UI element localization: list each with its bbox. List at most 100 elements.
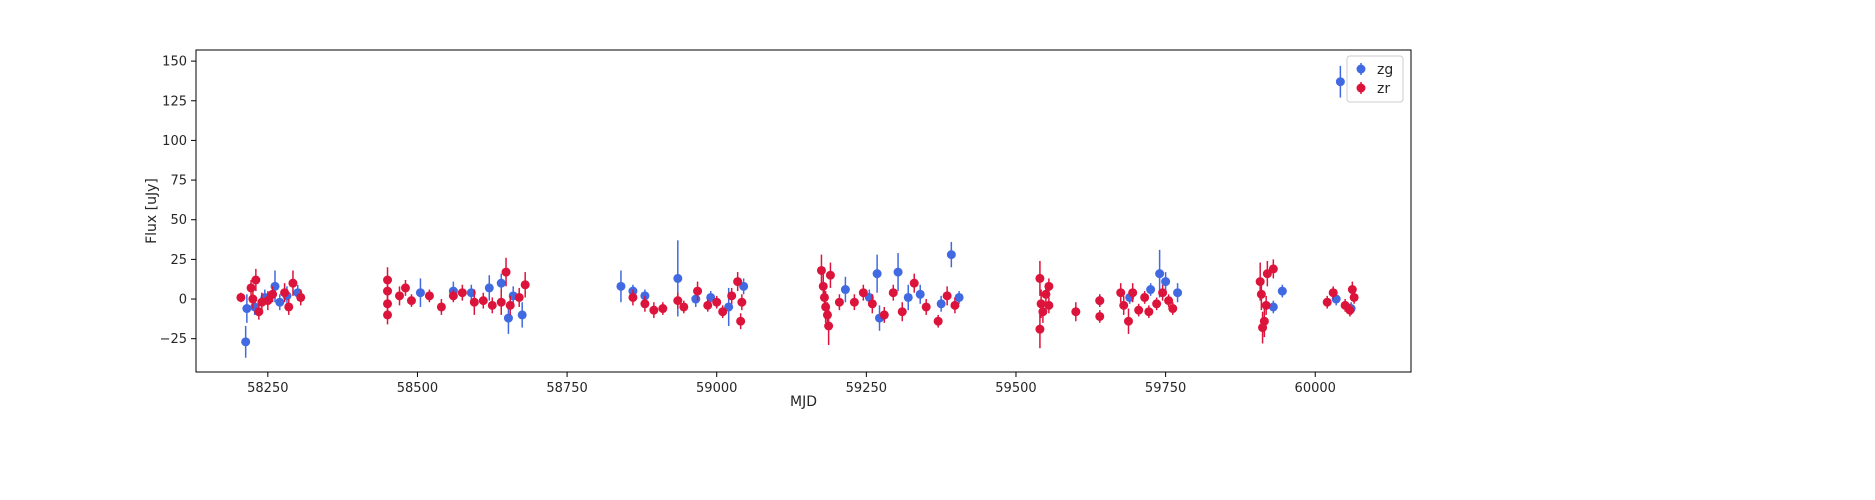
data-point-zr — [1095, 296, 1105, 306]
data-point-zr — [248, 294, 258, 304]
data-point-zr — [1134, 305, 1144, 315]
data-point-zr — [478, 296, 488, 306]
data-point-zr — [1036, 299, 1046, 309]
data-point-zg — [673, 273, 683, 283]
data-point-zg — [691, 294, 701, 304]
x-tick-label: 60000 — [1295, 381, 1336, 396]
data-point-zg — [946, 250, 956, 260]
data-point-zr — [1038, 307, 1048, 317]
data-point-zr — [921, 302, 931, 312]
y-axis-label: Flux [uJy] — [144, 178, 160, 244]
legend: zg zr — [1346, 55, 1404, 103]
data-point-zr — [288, 278, 298, 288]
data-point-zr — [1044, 281, 1054, 291]
data-point-zr — [457, 288, 467, 298]
data-point-zr — [1347, 285, 1357, 295]
plot-frame — [195, 49, 1412, 373]
x-tick-label: 59750 — [1145, 381, 1186, 396]
data-point-zr — [1268, 264, 1278, 274]
data-point-zr — [834, 297, 844, 307]
data-point-zr — [822, 310, 832, 320]
legend-box — [1346, 55, 1404, 103]
data-point-zg — [1268, 302, 1278, 312]
x-axis-label: MJD — [790, 394, 817, 410]
data-point-zr — [496, 297, 506, 307]
legend-marker-zg — [1356, 64, 1366, 74]
data-point-zr — [1071, 307, 1081, 317]
data-point-zr — [1140, 292, 1150, 302]
x-tick-label: 59250 — [846, 381, 887, 396]
data-point-zr — [1152, 299, 1162, 309]
data-point-zr — [640, 299, 650, 309]
data-point-zr — [1349, 292, 1359, 302]
data-point-zr — [236, 292, 246, 302]
data-point-zg — [503, 313, 513, 323]
y-tick-label: 50 — [170, 213, 187, 228]
legend-item-zg: zg — [1356, 62, 1393, 78]
y-tick-label: 125 — [162, 94, 187, 109]
data-point-zg — [936, 299, 946, 309]
x-tick-label: 58250 — [247, 381, 288, 396]
data-point-zg — [915, 289, 925, 299]
data-point-zr — [1168, 304, 1178, 314]
data-point-zg — [872, 269, 882, 279]
data-point-zr — [383, 310, 393, 320]
data-point-zr — [727, 291, 737, 301]
data-point-zg — [1173, 288, 1183, 298]
data-point-zr — [296, 292, 306, 302]
data-point-zr — [693, 286, 703, 296]
data-point-zr — [1164, 296, 1174, 306]
data-point-zr — [1328, 288, 1338, 298]
data-point-zg — [242, 304, 252, 314]
data-point-zg — [893, 267, 903, 277]
data-point-zr — [849, 297, 859, 307]
data-point-zg — [1146, 285, 1156, 295]
data-points — [236, 65, 1359, 358]
y-tick-label: 0 — [179, 293, 187, 308]
data-point-zr — [1256, 289, 1266, 299]
x-tick-label: 58500 — [397, 381, 438, 396]
data-point-zr — [933, 316, 943, 326]
y-axis-ticks: −25 0 25 50 75 100 125 150 — [160, 55, 196, 347]
data-point-zr — [400, 283, 410, 293]
data-point-zg — [840, 285, 850, 295]
data-point-zg — [1335, 77, 1345, 87]
x-tick-label: 59000 — [696, 381, 737, 396]
data-point-zr — [649, 305, 659, 315]
data-point-zr — [703, 300, 713, 310]
legend-label-zg: zg — [1377, 62, 1393, 78]
data-point-zg — [1277, 286, 1287, 296]
data-point-zr — [1044, 300, 1054, 310]
data-point-zr — [942, 291, 952, 301]
data-point-zg — [415, 288, 425, 298]
data-point-zr — [1095, 311, 1105, 321]
data-point-zr — [628, 292, 638, 302]
y-tick-label: 150 — [162, 55, 187, 70]
data-point-zr — [448, 291, 458, 301]
data-point-zr — [520, 280, 530, 290]
data-point-zr — [1035, 273, 1045, 283]
data-point-zr — [268, 289, 278, 299]
data-point-zr — [879, 310, 889, 320]
legend-marker-zr — [1356, 83, 1366, 93]
data-point-zr — [246, 283, 256, 293]
data-point-zr — [888, 288, 898, 298]
data-point-zr — [950, 300, 960, 310]
data-point-zr — [819, 292, 829, 302]
data-point-zr — [818, 281, 828, 291]
data-point-zr — [1345, 305, 1355, 315]
legend-label-zr: zr — [1377, 81, 1390, 97]
data-point-zr — [436, 302, 446, 312]
data-point-zg — [517, 310, 527, 320]
data-point-zr — [1259, 316, 1269, 326]
data-point-zr — [1255, 277, 1265, 287]
data-point-zr — [424, 291, 434, 301]
x-axis-ticks: 58250 58500 58750 59000 59250 59500 59750 60000 — [247, 372, 1336, 396]
data-point-zg — [496, 278, 506, 288]
data-point-zr — [673, 296, 683, 306]
data-point-zr — [825, 270, 835, 280]
data-point-zr — [1116, 288, 1126, 298]
data-point-zr — [487, 300, 497, 310]
data-point-zr — [251, 275, 261, 285]
